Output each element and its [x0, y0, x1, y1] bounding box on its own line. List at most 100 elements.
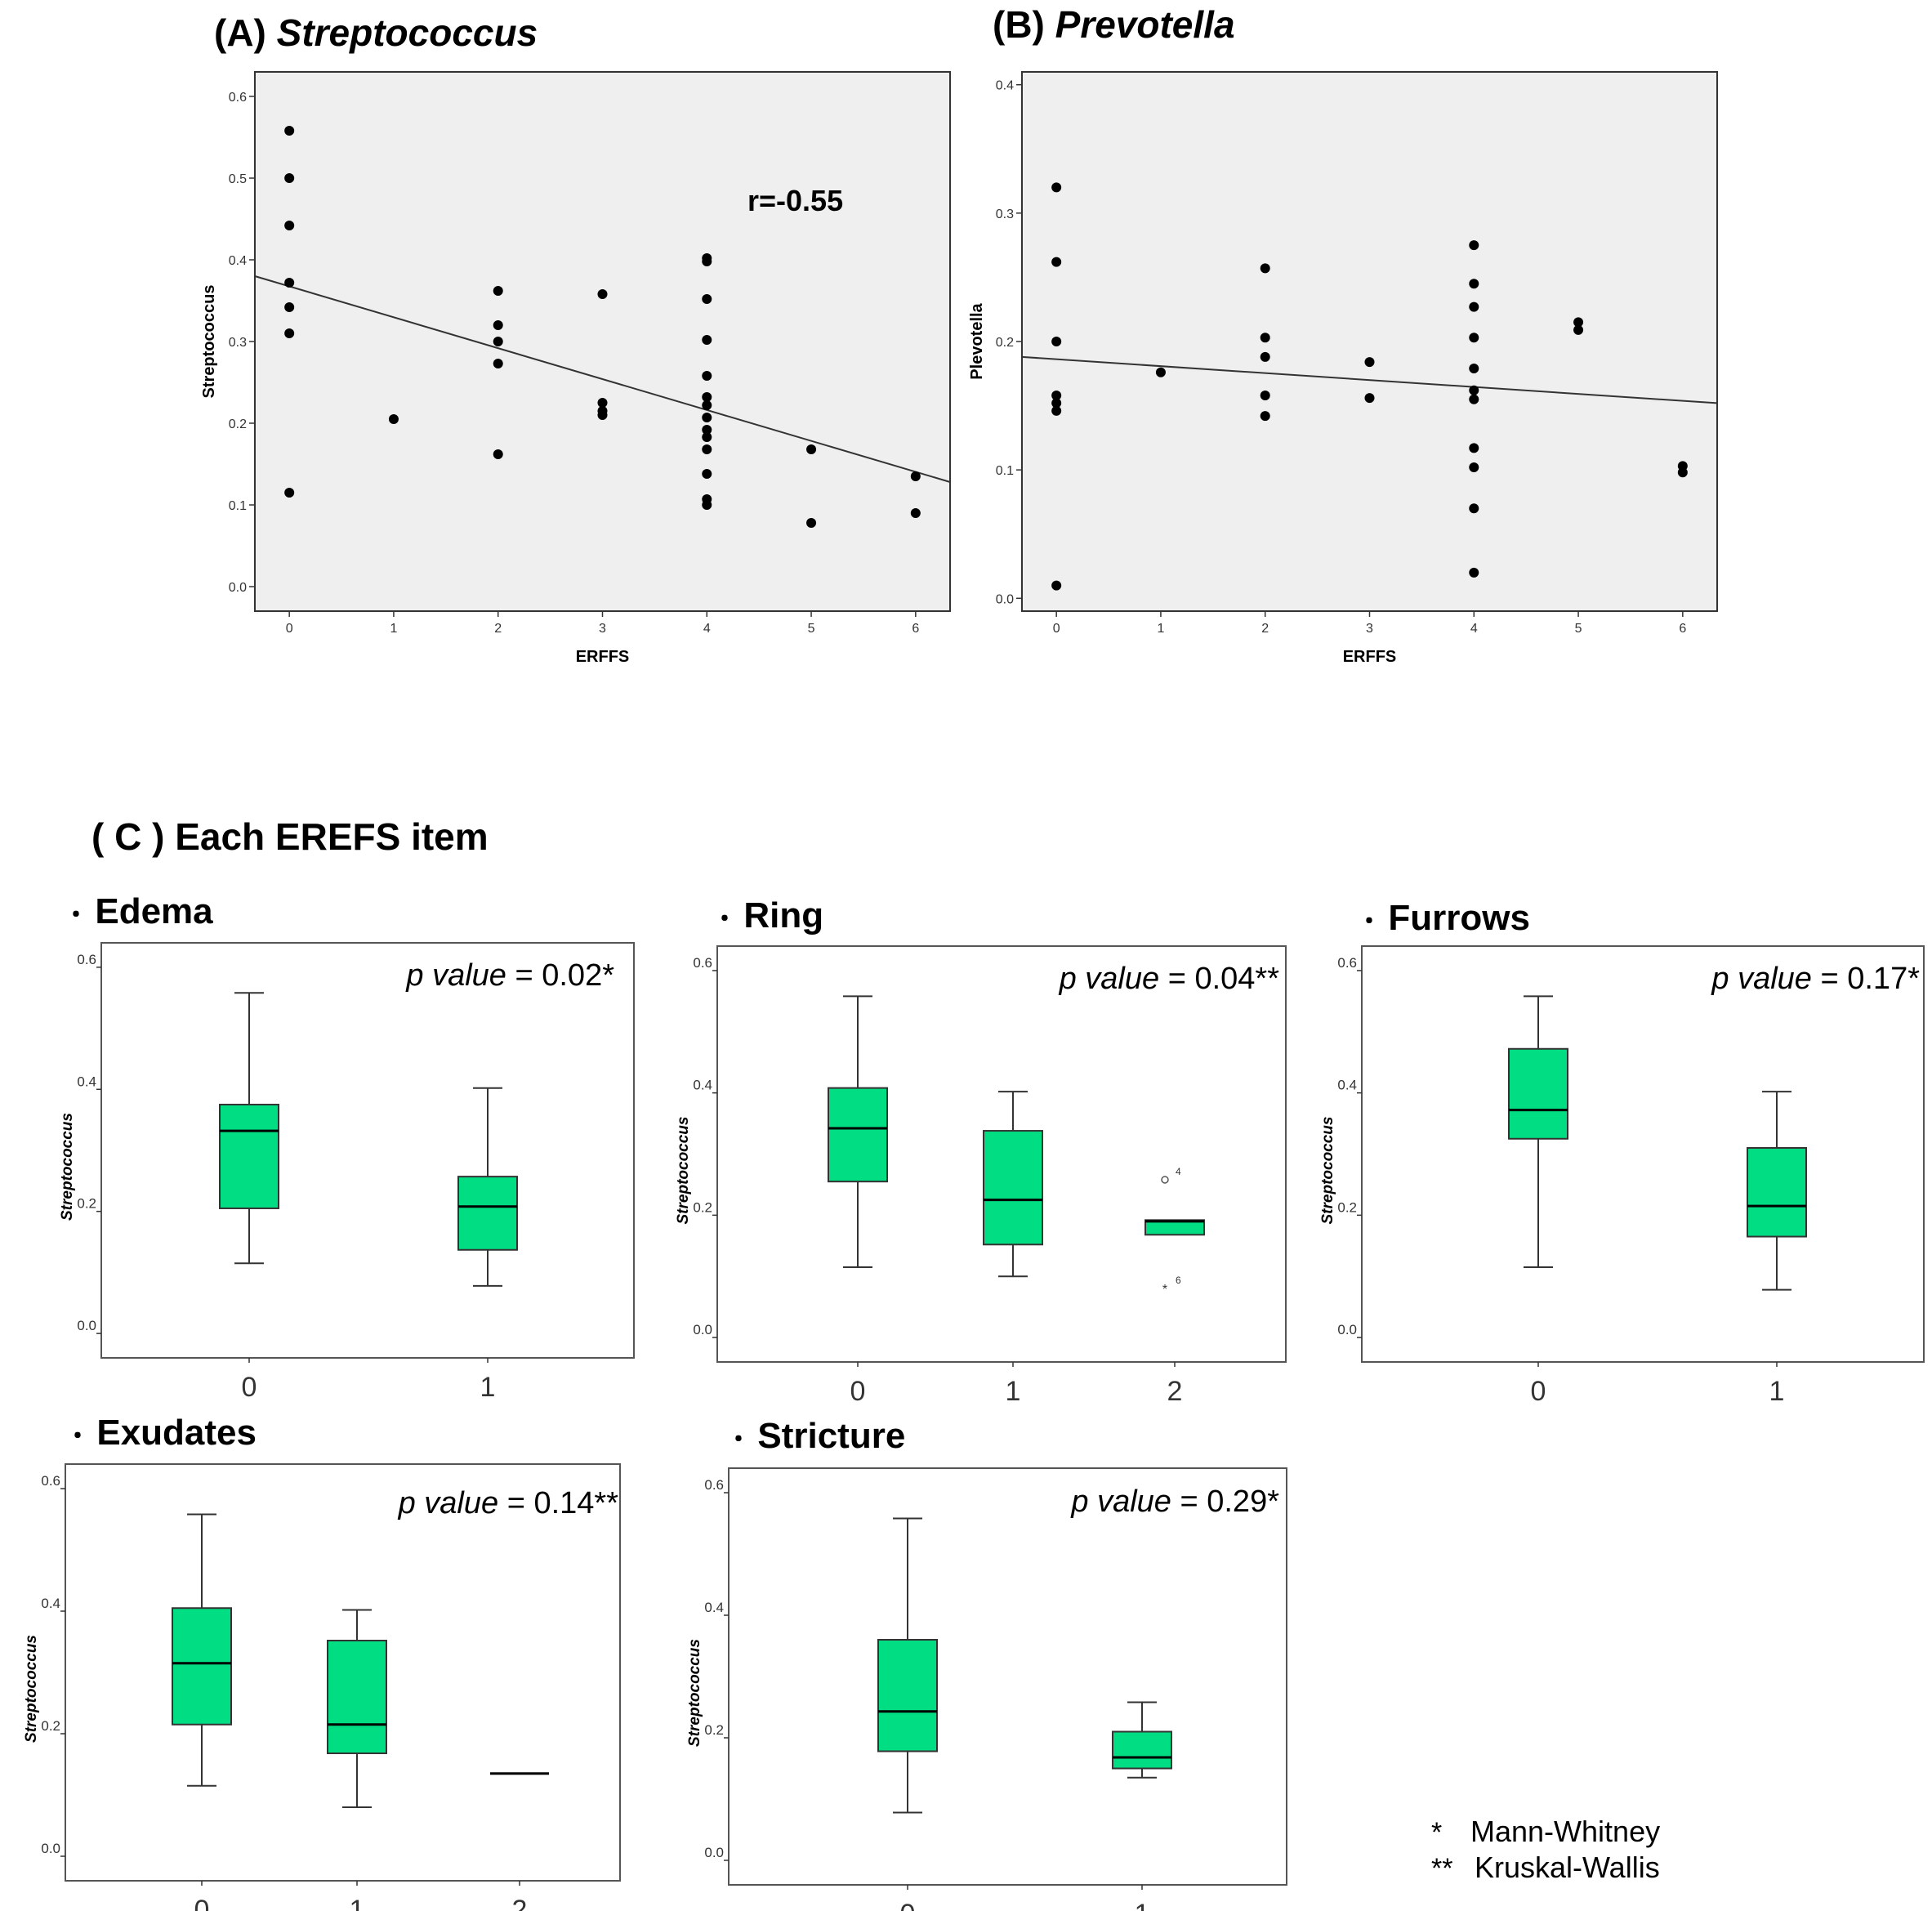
panel-title-stricture: ・ Stricture — [726, 1416, 905, 1456]
boxplot-ring: ・ Ring 0.0 0.2 0.4 0.6 Streptococcus p value =… — [675, 895, 1287, 1407]
p-value-label: p value = 0.17* — [1711, 962, 1920, 996]
data-point — [702, 392, 712, 402]
data-point — [493, 320, 503, 330]
data-point — [597, 398, 608, 408]
legend-label-kruskal-wallis: Kruskal-Wallis — [1475, 1851, 1660, 1884]
data-point — [1469, 279, 1479, 289]
boxplot-stricture: ・ Stricture 0.0 0.2 0.4 0.6 Streptococcus p va… — [686, 1416, 1287, 1911]
data-point — [1469, 567, 1479, 578]
title-prefix: (A) — [214, 11, 277, 54]
data-point — [284, 488, 295, 498]
section-c-title: ( C ) Each EREFS item — [91, 815, 489, 858]
iqr-box — [1112, 1730, 1172, 1770]
iqr-box — [1508, 1047, 1568, 1140]
p-value-italic: p value — [1711, 962, 1812, 996]
x-tick-label: 4 — [703, 622, 711, 636]
y-axis-label: Streptococcus — [23, 1635, 40, 1743]
data-point — [702, 500, 712, 510]
data-point — [1469, 443, 1479, 453]
x-category-label: 1 — [1006, 1376, 1021, 1407]
y-tick-label: 0.4 — [693, 1078, 712, 1093]
y-axis-label: Streptococcus — [59, 1113, 76, 1221]
y-tick-label: 0.0 — [704, 1845, 724, 1860]
legend-label-mann-whitney: Mann-Whitney — [1470, 1815, 1660, 1848]
data-point — [1260, 333, 1270, 343]
data-point — [1051, 391, 1062, 400]
y-tick-label: 0.0 — [41, 1841, 60, 1856]
data-point — [1573, 317, 1584, 328]
data-point — [1051, 398, 1062, 409]
bullet: ・ — [65, 1423, 96, 1450]
title-text: Exudates — [96, 1413, 257, 1453]
x-tick-label: 1 — [390, 622, 397, 636]
data-point — [597, 289, 608, 299]
x-tick-label: 5 — [808, 622, 815, 636]
outlier-point — [1161, 1176, 1169, 1184]
outlier-case-label: 4 — [1176, 1166, 1181, 1177]
data-point — [1469, 364, 1479, 373]
data-point — [702, 469, 712, 479]
data-point — [702, 432, 712, 442]
plot-area — [100, 942, 635, 1359]
y-tick-label: 0.6 — [704, 1477, 724, 1493]
p-value-italic: p value — [398, 1486, 499, 1520]
boxplot-furrows: ・ Furrows 0.0 0.2 0.4 0.6 Streptococcus p valu… — [1319, 898, 1925, 1407]
p-value-label: p value = 0.02* — [405, 958, 614, 993]
y-tick-label: 0.6 — [693, 955, 712, 971]
data-point — [1051, 337, 1062, 346]
plot-area — [1361, 945, 1925, 1363]
legend-symbol-2: ** — [1431, 1853, 1452, 1884]
x-category-label: 0 — [850, 1376, 866, 1407]
x-tick-label: 4 — [1470, 622, 1478, 636]
x-category-label: 1 — [350, 1895, 365, 1911]
data-point — [284, 173, 295, 183]
y-axis-label: Streptococcus — [686, 1639, 703, 1747]
p-value-number: = 0.17* — [1812, 962, 1920, 996]
data-point — [702, 371, 712, 381]
data-point — [493, 286, 503, 296]
p-value-number: = 0.04** — [1159, 962, 1279, 996]
data-point — [702, 294, 712, 304]
data-point — [1051, 580, 1062, 591]
regression-line — [254, 275, 951, 483]
y-tick-label: 0.6 — [1337, 955, 1357, 971]
y-tick-label: 0.6 — [229, 91, 247, 105]
bullet: ・ — [1357, 909, 1388, 935]
x-tick-label: 0 — [1053, 622, 1060, 636]
y-tick-label: 0.6 — [41, 1473, 60, 1489]
scatter-streptococcus: (A) Streptococcus 0.0 0.1 0.2 0.3 0.4 0.5 0.6 0 1… — [200, 11, 951, 666]
data-point — [702, 400, 712, 410]
plot-area — [1021, 71, 1718, 612]
title-genus: Prevotella — [1055, 3, 1235, 46]
title-text: Furrows — [1388, 898, 1530, 938]
data-point — [1469, 462, 1479, 472]
y-tick-label: 0.2 — [704, 1722, 724, 1738]
x-category-label: 0 — [242, 1372, 257, 1403]
boxplot-exudates: ・ Exudates 0.0 0.2 0.4 0.6 Streptococcus p val… — [23, 1413, 621, 1911]
data-point — [1260, 263, 1270, 274]
boxplot-edema: ・ Edema 0.0 0.2 0.4 0.6 Streptococcus p value … — [59, 891, 635, 1403]
p-value-italic: p value — [1059, 962, 1160, 996]
panel-title-exudates: ・ Exudates — [65, 1413, 257, 1453]
data-point — [1260, 351, 1270, 362]
scatter-prevotella: (B) Prevotella 0.0 0.1 0.2 0.3 0.4 0 1 2 3 4 5 6 ERFF… — [968, 3, 1718, 666]
x-category-label: 0 — [900, 1899, 916, 1911]
data-point — [388, 414, 399, 424]
y-tick-label: 0.5 — [229, 172, 247, 186]
legend-symbol-1: * — [1431, 1817, 1442, 1848]
p-value-number: = 0.29* — [1171, 1485, 1279, 1519]
y-axis-label: Plevotella — [968, 302, 986, 379]
bullet: ・ — [64, 902, 95, 929]
x-tick-label: 3 — [1366, 622, 1373, 636]
data-point — [284, 221, 295, 230]
data-point — [702, 413, 712, 422]
x-tick-label: 0 — [286, 622, 293, 636]
x-tick-label: 6 — [1679, 622, 1686, 636]
y-tick-label: 0.0 — [1337, 1322, 1357, 1337]
data-point — [1051, 257, 1062, 267]
plot-area — [728, 1467, 1287, 1886]
legend: * Mann-Whitney ** Kruskal-Wallis — [1431, 1815, 1660, 1884]
data-point — [910, 471, 921, 481]
iqr-box — [457, 1176, 518, 1251]
y-tick-label: 0.2 — [1337, 1199, 1357, 1215]
